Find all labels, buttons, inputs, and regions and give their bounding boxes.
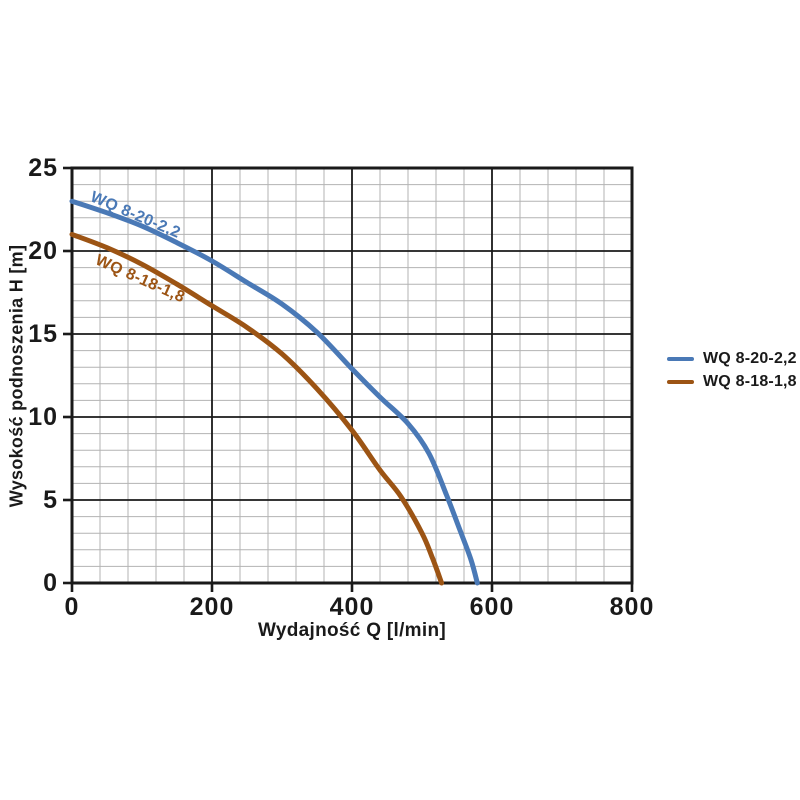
y-tick-label-15: 15 — [28, 320, 58, 348]
y-tick-label-25: 25 — [28, 154, 58, 182]
legend-line-swatch — [667, 357, 694, 361]
y-tick-label-5: 5 — [43, 486, 58, 514]
y-tick-label-0: 0 — [43, 569, 58, 597]
curve-wq-8-20-2-2 — [69, 198, 480, 586]
legend-item-wq-8-20-2-2: WQ 8-20-2,2 — [667, 350, 797, 368]
x-tick-label-800: 800 — [609, 593, 655, 621]
x-tick-label-600: 600 — [469, 593, 515, 621]
x-tick-label-400: 400 — [329, 593, 375, 621]
curve-wq-8-18-1-8 — [69, 231, 445, 586]
y-tick-label-20: 20 — [28, 237, 58, 265]
legend-item-wq-8-18-1-8: WQ 8-18-1,8 — [667, 373, 797, 391]
legend-label: WQ 8-20-2,2 — [703, 350, 797, 367]
y-tick-label-10: 10 — [28, 403, 58, 431]
legend: WQ 8-20-2,2 WQ 8-18-1,8 — [667, 350, 797, 391]
x-tick-label-0: 0 — [64, 593, 80, 621]
x-tick-label-200: 200 — [189, 593, 235, 621]
legend-line-swatch — [667, 380, 694, 384]
y-axis-title: Wysokość podnoszenia H [m] — [6, 244, 27, 508]
legend-label: WQ 8-18-1,8 — [703, 373, 797, 390]
x-axis-title: Wydajność Q [l/min] — [258, 620, 446, 641]
